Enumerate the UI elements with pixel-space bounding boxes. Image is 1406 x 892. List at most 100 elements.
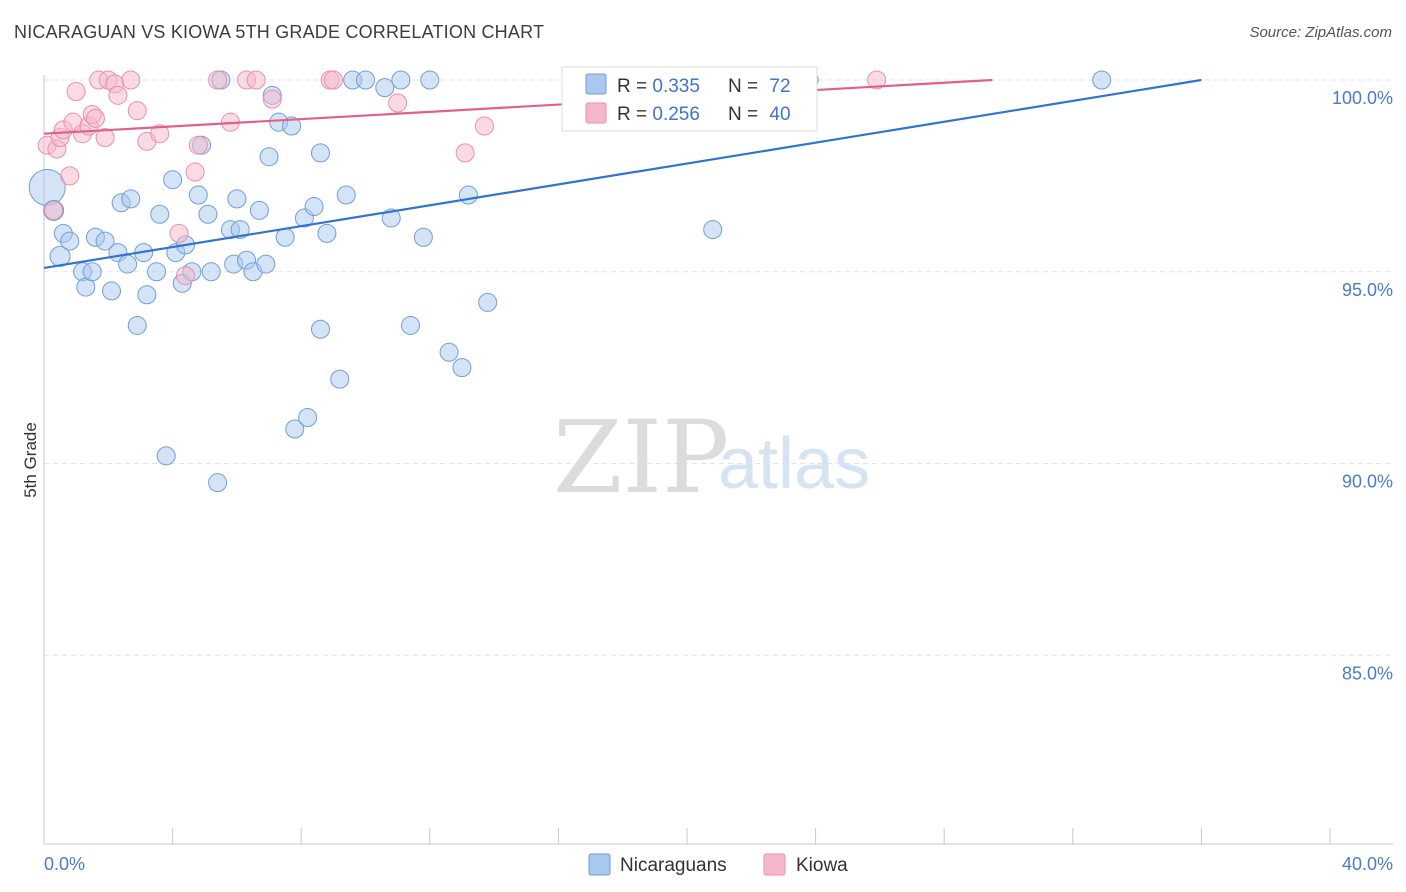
point-nicaraguans bbox=[420, 70, 440, 90]
point-nicaraguans bbox=[127, 315, 147, 335]
trend-line-nicaraguans bbox=[43, 78, 1202, 270]
y-tick-label: 95.0% bbox=[1342, 280, 1393, 300]
point-nicaraguans bbox=[118, 254, 138, 274]
legend-swatch-nicaraguans bbox=[585, 73, 607, 95]
point-nicaraguans bbox=[458, 185, 478, 205]
point-kiowa bbox=[474, 116, 494, 136]
source-label: Source: ZipAtlas.com bbox=[1249, 24, 1392, 41]
point-kiowa bbox=[150, 124, 170, 144]
point-nicaraguans bbox=[102, 281, 122, 301]
point-nicaraguans bbox=[317, 223, 337, 243]
legend-swatch-kiowa bbox=[585, 102, 607, 124]
point-nicaraguans bbox=[230, 220, 250, 240]
gridlines bbox=[44, 79, 1393, 656]
point-nicaraguans bbox=[304, 197, 324, 217]
point-kiowa bbox=[175, 266, 195, 286]
point-nicaraguans bbox=[60, 231, 80, 251]
watermark-atlas: atlas bbox=[718, 424, 870, 504]
point-nicaraguans bbox=[310, 143, 330, 163]
point-nicaraguans bbox=[703, 220, 723, 240]
y-tick-label: 100.0% bbox=[1332, 88, 1393, 108]
bottom-legend-swatch-nicaraguans bbox=[588, 853, 611, 876]
point-nicaraguans bbox=[285, 419, 305, 439]
point-nicaraguans bbox=[282, 116, 302, 136]
watermark: ZIP atlas bbox=[553, 399, 870, 516]
point-nicaraguans bbox=[413, 227, 433, 247]
legend-n-label: N = bbox=[728, 76, 763, 97]
legend-row-nicaraguans: R = 0.335 bbox=[617, 76, 700, 97]
legend-r-label: R = bbox=[617, 76, 652, 97]
x-ticks bbox=[43, 828, 1331, 844]
point-nicaraguans bbox=[28, 168, 66, 206]
point-nicaraguans bbox=[391, 70, 411, 90]
point-nicaraguans bbox=[310, 319, 330, 339]
point-kiowa bbox=[60, 166, 80, 186]
point-kiowa bbox=[44, 200, 64, 220]
point-nicaraguans bbox=[188, 185, 208, 205]
point-kiowa bbox=[867, 70, 887, 90]
point-nicaraguans bbox=[95, 231, 115, 251]
point-nicaraguans bbox=[401, 315, 421, 335]
x-tick-label-max: 40.0% bbox=[1342, 854, 1393, 874]
point-nicaraguans bbox=[356, 70, 375, 90]
point-nicaraguans bbox=[259, 147, 279, 167]
point-nicaraguans bbox=[147, 262, 167, 282]
legend-n-nicaraguans: N = 72 bbox=[728, 76, 791, 97]
point-nicaraguans bbox=[298, 407, 318, 427]
legend-n-kiowa: N = 40 bbox=[728, 104, 791, 125]
point-kiowa bbox=[185, 162, 205, 182]
point-kiowa bbox=[66, 82, 86, 102]
chart-title: NICARAGUAN VS KIOWA 5TH GRADE CORRELATIO… bbox=[14, 22, 545, 42]
legend-n-label: N = bbox=[728, 104, 763, 125]
y-axis-label: 5th Grade bbox=[21, 422, 40, 498]
point-nicaraguans bbox=[156, 446, 176, 466]
point-nicaraguans bbox=[330, 369, 350, 389]
point-kiowa bbox=[208, 70, 228, 90]
point-nicaraguans bbox=[452, 358, 472, 378]
point-kiowa bbox=[388, 93, 408, 113]
legend-r-label: R = bbox=[617, 104, 652, 125]
point-nicaraguans bbox=[82, 262, 102, 282]
trend-lines bbox=[43, 78, 1202, 270]
point-kiowa bbox=[188, 135, 208, 155]
point-nicaraguans bbox=[375, 78, 395, 98]
point-kiowa bbox=[121, 70, 141, 90]
point-kiowa bbox=[455, 143, 475, 163]
point-nicaraguans bbox=[439, 342, 459, 362]
x-tick-label-min: 0.0% bbox=[44, 854, 85, 874]
point-kiowa bbox=[169, 223, 189, 243]
point-nicaraguans bbox=[121, 189, 141, 209]
legend-r-value: 0.256 bbox=[652, 104, 700, 125]
point-nicaraguans bbox=[137, 285, 157, 305]
legend-n-value: 72 bbox=[769, 76, 790, 97]
y-tick-labels: 85.0% 90.0% 95.0% 100.0% bbox=[1332, 88, 1393, 683]
point-nicaraguans bbox=[201, 262, 221, 282]
point-nicaraguans bbox=[1092, 70, 1112, 90]
point-nicaraguans bbox=[198, 204, 218, 224]
point-nicaraguans bbox=[336, 185, 356, 205]
bottom-legend: Nicaraguans Kiowa bbox=[588, 853, 848, 876]
point-nicaraguans bbox=[381, 208, 401, 228]
point-nicaraguans bbox=[478, 292, 498, 312]
point-kiowa bbox=[95, 128, 115, 148]
point-kiowa bbox=[262, 89, 282, 109]
point-nicaraguans bbox=[150, 204, 170, 224]
bottom-legend-swatch-kiowa bbox=[763, 853, 786, 876]
point-nicaraguans bbox=[163, 170, 183, 190]
point-kiowa bbox=[85, 108, 105, 128]
bottom-legend-label-nicaraguans: Nicaraguans bbox=[620, 855, 727, 876]
bottom-legend-label-kiowa: Kiowa bbox=[796, 855, 848, 876]
point-kiowa bbox=[127, 101, 147, 121]
series-nicaraguans-points bbox=[28, 70, 1112, 493]
point-kiowa bbox=[246, 70, 266, 90]
point-kiowa bbox=[323, 70, 343, 90]
watermark-zip: ZIP bbox=[553, 399, 729, 516]
y-tick-label: 90.0% bbox=[1342, 472, 1393, 492]
point-kiowa bbox=[108, 85, 128, 105]
point-nicaraguans bbox=[249, 200, 269, 220]
legend-n-value: 40 bbox=[769, 104, 790, 125]
legend-row-kiowa: R = 0.256 bbox=[617, 104, 700, 125]
stats-legend: R = 0.335 N = 72 R = 0.256 N = 40 bbox=[561, 66, 818, 132]
point-nicaraguans bbox=[275, 227, 295, 247]
